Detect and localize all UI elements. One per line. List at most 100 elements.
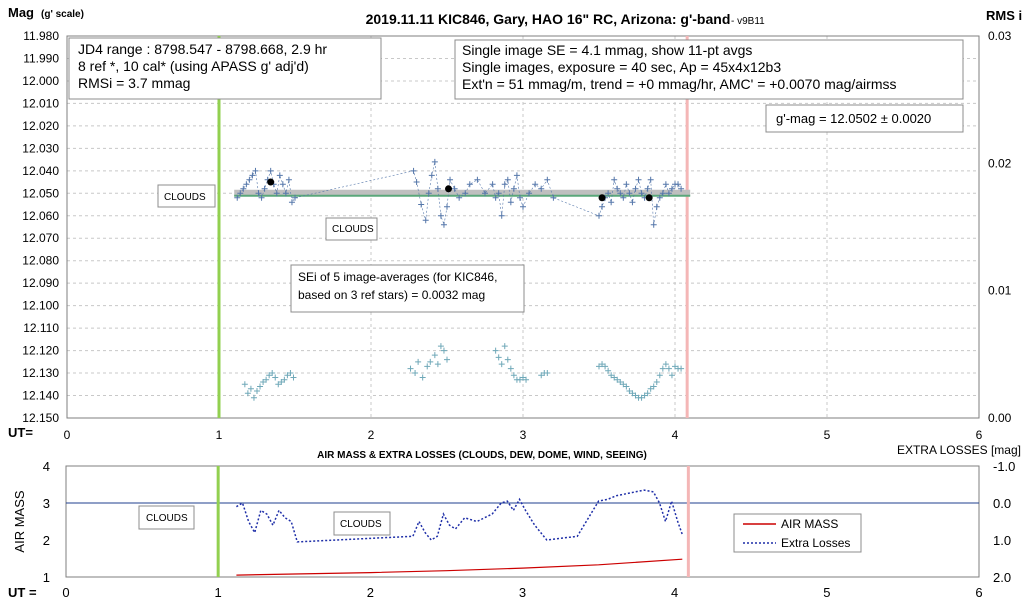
magnitude-point [279, 181, 286, 188]
x-tick-label: 1 [216, 428, 223, 442]
magnitude-point [451, 185, 458, 192]
clouds-box-1 [157, 184, 216, 208]
magnitude-point [495, 190, 502, 197]
x-tick-label: 3 [520, 428, 527, 442]
rms-point [250, 394, 257, 401]
chart-title: 2019.11.11 KIC846, Gary, HAO 16" RC, Ari… [366, 11, 731, 27]
rms-point [520, 374, 526, 381]
legend-box [733, 513, 862, 553]
magnitude-point [273, 190, 280, 197]
magnitude-point [425, 190, 432, 197]
magnitude-point [255, 190, 262, 197]
y-tick-label: 12.110 [23, 321, 59, 335]
rms-point [287, 370, 294, 377]
extra-losses-line [236, 489, 684, 543]
magnitude-point [413, 179, 420, 186]
rms-point [644, 390, 651, 397]
magnitude-point [662, 181, 669, 188]
rms-point [599, 361, 606, 368]
magnitude-point [656, 194, 663, 201]
rms-point [544, 370, 551, 377]
rms-point [504, 356, 511, 363]
y-tick-label: 11.990 [23, 51, 59, 65]
magnitude-point [410, 167, 417, 174]
magnitude-point [288, 199, 295, 206]
sei-line: based on 3 ref stars) = 0.0032 mag [298, 288, 485, 302]
magnitude-point [617, 190, 624, 197]
magnitude-point [422, 217, 429, 224]
chart2-clouds-box-1 [138, 505, 195, 530]
x-tick-label: 5 [824, 428, 831, 442]
rms-point [269, 370, 276, 377]
rms-point [272, 374, 279, 381]
info-box-right [454, 39, 964, 100]
chart2-x-tick-label: 6 [975, 585, 982, 600]
chart2-y2-tick-label: 2.0 [993, 570, 1011, 585]
magnitude-point [285, 176, 292, 183]
chart2-clouds-box-2 [333, 511, 391, 536]
rms-point [614, 376, 621, 383]
magnitude-point [538, 185, 545, 192]
magnitude-point [647, 176, 654, 183]
chart2-x-tick-label: 5 [823, 585, 830, 600]
magnitude-point [437, 212, 444, 219]
rms-point [611, 374, 618, 381]
magnitude-point [644, 185, 651, 192]
magnitude-point [482, 190, 488, 197]
y-tick-label: 12.000 [22, 74, 59, 88]
magnitude-point [605, 190, 612, 197]
magnitude-point [246, 176, 253, 183]
magnitude-point [434, 185, 441, 192]
chart2-x-tick-label: 3 [519, 585, 526, 600]
rms-point [498, 361, 505, 368]
gmag-label: g'-mag = 12.0502 ± 0.0020 [776, 111, 931, 126]
magnitude-point [507, 199, 514, 206]
chart2-y-tick-label: 3 [43, 496, 50, 511]
magnitude-point [276, 172, 283, 179]
magnitude-point [504, 176, 511, 183]
rms-point [244, 390, 251, 397]
y-tick-label: 12.020 [22, 119, 59, 133]
average-point [267, 178, 275, 186]
magnitude-point [623, 181, 630, 188]
chart2-y2-tick-label: 1.0 [993, 533, 1011, 548]
magnitude-point [267, 167, 274, 174]
magnitude-point [520, 203, 526, 210]
y2-tick-label: 0.02 [988, 156, 1012, 170]
rms-point [275, 381, 282, 388]
x-tick-label: 6 [976, 428, 983, 442]
rms-point [407, 365, 414, 372]
rms-point [501, 343, 508, 350]
magnitude-point [614, 185, 621, 192]
rms-point [620, 381, 627, 388]
magnitude-point [440, 221, 447, 228]
rms-point [605, 367, 612, 374]
chart2-clouds-label-1: CLOUDS [146, 513, 188, 524]
y2-axis-label: RMS i [986, 8, 1022, 23]
chart2-title: AIR MASS & EXTRA LOSSES (CLOUDS, DEW, DO… [317, 450, 647, 461]
magnitude-point [620, 194, 627, 201]
legend-extra-losses-label: Extra Losses [781, 536, 850, 550]
magnitude-point [510, 185, 517, 192]
magnitude-point [252, 167, 259, 174]
rms-point [608, 372, 615, 379]
chart2-clouds-label-2: CLOUDS [340, 519, 382, 530]
magnitude-point [501, 181, 508, 188]
magnitude-point [513, 172, 520, 179]
magnitude-point [237, 190, 244, 197]
rms-point [257, 383, 264, 390]
magnitude-point [532, 181, 539, 188]
rms-point [440, 347, 447, 354]
rms-point [431, 352, 438, 359]
magnitude-series-line [236, 161, 682, 225]
magnitude-point [234, 194, 241, 201]
rms-point [516, 376, 523, 383]
magnitude-point [526, 190, 533, 197]
rms-point [617, 379, 624, 386]
magnitude-point [635, 176, 642, 183]
chart2-y2-tick-label: 0.0 [993, 496, 1011, 511]
y-tick-label: 12.040 [22, 164, 59, 178]
rms-point [623, 383, 630, 390]
plot-area-frame [66, 35, 980, 419]
